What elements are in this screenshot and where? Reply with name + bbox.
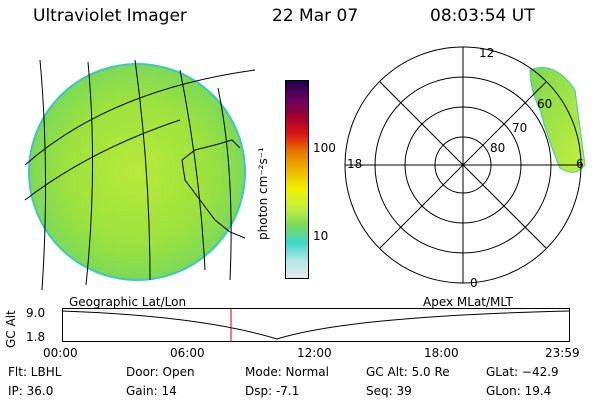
timeline-xtick-4: 23:59 (545, 346, 580, 360)
mlat-label-80: 80 (490, 141, 506, 155)
mlt-label-6: 6 (576, 157, 584, 171)
filter-readout: Flt: LBHL (8, 365, 62, 379)
instrument-title: Ultraviolet Imager (33, 6, 187, 26)
geographic-image (24, 59, 256, 291)
mlat-label-60: 60 (537, 97, 553, 111)
seq-readout: Seq: 39 (366, 384, 412, 398)
dsp-readout: Dsp: -7.1 (245, 384, 300, 398)
timeline-ylabel: GC Alt (4, 310, 18, 348)
polar-mlat-mlt-plot (344, 46, 586, 284)
observation-time: 08:03:54 UT (430, 6, 535, 26)
mlat-label-70: 70 (512, 121, 528, 135)
mlt-label-12: 12 (479, 46, 495, 60)
altitude-timeline (62, 308, 570, 342)
ip-readout: IP: 36.0 (8, 384, 54, 398)
timeline-ytick-low: 1.8 (26, 330, 46, 344)
gain-readout: Gain: 14 (126, 384, 177, 398)
geographic-panel-label: Geographic Lat/Lon (69, 295, 187, 309)
gc-alt-readout: GC Alt: 5.0 Re (366, 365, 450, 379)
glat-readout: GLat: −42.9 (486, 365, 559, 379)
colorbar-unit-label: photon cm⁻²s⁻¹ (256, 147, 270, 240)
observation-date: 22 Mar 07 (272, 6, 359, 26)
colorbar (285, 80, 309, 279)
colorbar-tick-10: 10 (313, 229, 329, 243)
glon-readout: GLon: 19.4 (486, 384, 552, 398)
door-readout: Door: Open (126, 365, 195, 379)
mlt-label-18: 18 (347, 157, 363, 171)
colorbar-tick-100: 100 (313, 141, 336, 155)
timeline-xtick-1: 06:00 (170, 346, 205, 360)
polar-panel-label: Apex MLat/MLT (423, 295, 513, 309)
timeline-xtick-3: 18:00 (424, 346, 459, 360)
timeline-xtick-2: 12:00 (297, 346, 332, 360)
timeline-ytick-high: 9.0 (26, 306, 46, 320)
mlt-label-0: 0 (470, 276, 478, 290)
mode-readout: Mode: Normal (245, 365, 329, 379)
timeline-xtick-0: 00:00 (43, 346, 78, 360)
